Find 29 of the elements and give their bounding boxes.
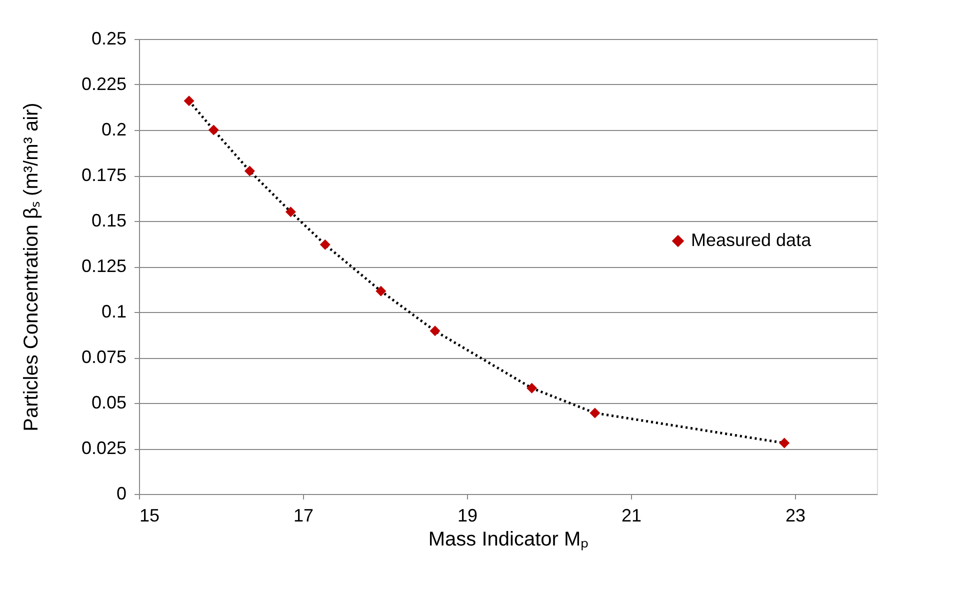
x-tick-label: 17 — [293, 506, 314, 526]
y-tick-label: 0.15 — [91, 210, 126, 230]
y-tick-label: 0.05 — [91, 392, 126, 412]
y-tick-label: 0.075 — [81, 347, 126, 367]
x-tick-label: 21 — [621, 506, 642, 526]
point — [320, 239, 330, 250]
x-axis-title: Mass Indicator Mₚ — [428, 528, 589, 550]
point — [285, 206, 296, 218]
y-tick-label: 0.2 — [101, 120, 126, 140]
point — [208, 124, 219, 136]
point — [184, 96, 194, 106]
legend-label: Measured data — [691, 230, 812, 250]
y-tick-label: 0.1 — [101, 302, 126, 322]
y-tick-label: 0.175 — [81, 165, 126, 185]
x-tick-label: 19 — [457, 506, 478, 526]
y-tick-label: 0.25 — [91, 28, 126, 48]
point — [430, 326, 440, 336]
point — [526, 382, 538, 394]
x-tick-label: 23 — [785, 506, 806, 526]
point — [244, 166, 255, 176]
y-tick-label: 0 — [116, 484, 126, 504]
point — [779, 438, 790, 448]
point — [376, 286, 386, 296]
y-axis-title: Particles Concentration βₛ (m³/m³ air) — [20, 102, 42, 432]
x-tick-label: 15 — [140, 506, 160, 526]
y-tick-label: 0.125 — [81, 256, 126, 276]
y-tick-label: 0.225 — [81, 74, 126, 94]
y-tick-label: 0.025 — [81, 438, 126, 458]
point — [590, 408, 600, 418]
